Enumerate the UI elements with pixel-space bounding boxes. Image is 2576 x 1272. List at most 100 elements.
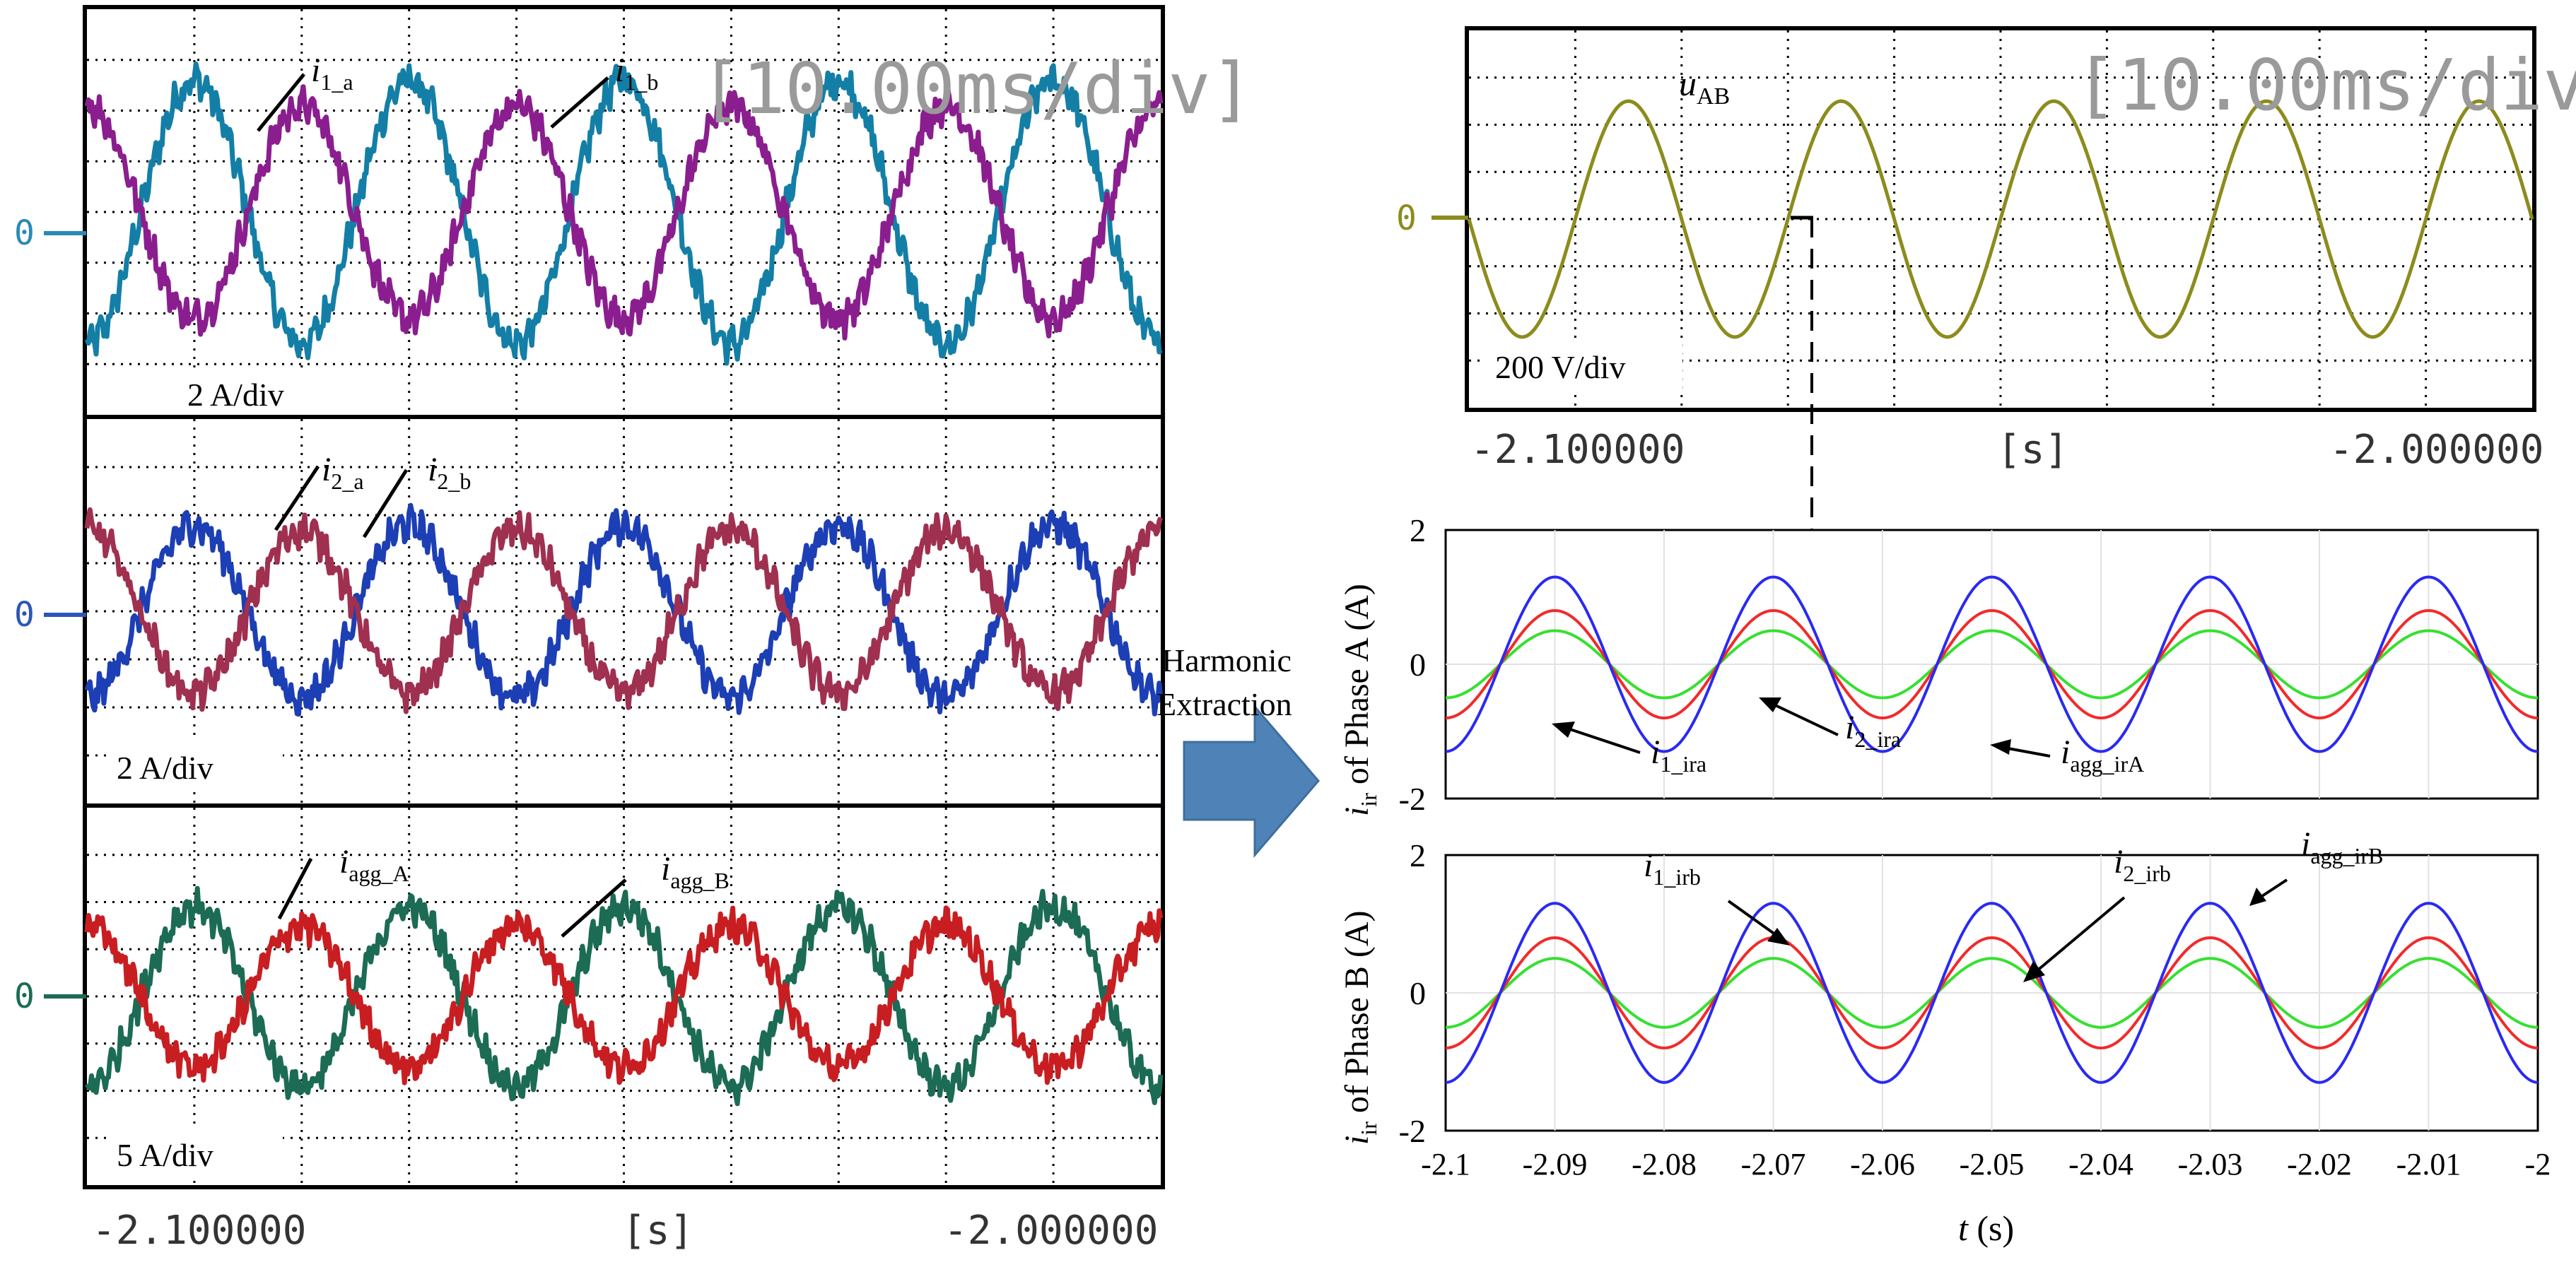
scope-1-zero-label: 0 xyxy=(14,213,35,253)
i2ira-label: i2_ira xyxy=(1845,709,1901,752)
trace-iagg-A xyxy=(84,885,1164,1107)
trace-iagg-B xyxy=(84,905,1164,1085)
iaggirB-label: iagg_irB xyxy=(2301,825,2383,868)
trace-u-AB xyxy=(1467,99,2534,339)
xtick-label: -2.01 xyxy=(2396,1147,2461,1182)
phase-a-plot: 2 0 -2 iir of Phase A (A) i1_ira i2_ira ia… xyxy=(1338,512,2539,817)
iaggA-label-leader xyxy=(277,857,313,920)
i1b-label-leader xyxy=(550,76,609,129)
arrow-label-line1: Harmonic xyxy=(1161,642,1292,678)
i1irb-arrowhead xyxy=(1767,928,1790,946)
trace-i1-a xyxy=(84,61,1163,366)
curve-iagg-irA xyxy=(1445,575,2539,753)
ytick-label: 0 xyxy=(1410,647,1426,683)
i1ira-arrowhead xyxy=(1552,722,1575,738)
xtick-label: -2.05 xyxy=(1960,1147,2025,1182)
scope-2-scale-bg xyxy=(106,741,283,791)
phase-b-yticks: 2 0 -2 xyxy=(1399,837,1426,1149)
scope-3-xtick-right: -2.000000 xyxy=(944,1208,1158,1254)
scope-2-scale: 2 A/div xyxy=(117,750,213,786)
i2irb-arrow-line xyxy=(2035,896,2126,973)
scope-2-traces xyxy=(84,502,1164,717)
iaggirA-arrowhead xyxy=(1990,739,2011,755)
i1b-label: i1_b xyxy=(615,52,658,95)
xtick-label: -2.09 xyxy=(1523,1147,1588,1182)
phase-b-curves xyxy=(1445,902,2539,1084)
scope-voltage-scale: 200 V/div xyxy=(1495,349,1625,385)
phase-b-xlabel: t (s) xyxy=(1958,1208,2014,1248)
iaggirB-arrow-line xyxy=(2261,878,2288,897)
scope-voltage-zero-label: 0 xyxy=(1396,199,1417,238)
i2b-label: i2_b xyxy=(428,451,471,494)
i1ira-label: i1_ira xyxy=(1651,734,1706,777)
i2b-label-leader xyxy=(362,469,409,538)
curve-i1-irb xyxy=(1445,957,2539,1029)
scope-voltage-timebase: [10.00ms/div] xyxy=(2075,44,2576,126)
i1irb-label: i1_irb xyxy=(1644,847,1701,890)
scope-3-zero-label: 0 xyxy=(14,977,35,1016)
iaggB-label-leader xyxy=(561,878,627,938)
scope-panel-2: 0 2 A/div i2_a i2_b xyxy=(14,415,1165,808)
i1irb-arrow-line xyxy=(1727,900,1779,938)
scope-panel-3: 0 5 A/div iagg_A iagg_B -2.100000 [s] -2… xyxy=(14,803,1165,1254)
trace-i2-b xyxy=(84,507,1164,714)
xtick-label: -2.02 xyxy=(2287,1147,2352,1182)
scope-3-xtick-left: -2.100000 xyxy=(92,1208,306,1254)
curve-iagg-irB xyxy=(1445,902,2539,1084)
scope-1-scale-bg xyxy=(177,367,353,417)
i1a-label: i1_a xyxy=(311,52,353,95)
uAB-label: uAB xyxy=(1679,64,1730,110)
harmonic-extraction-arrow: Harmonic Extraction xyxy=(1157,642,1320,859)
ytick-label: -2 xyxy=(1399,1113,1426,1149)
i1ira-arrow-line xyxy=(1565,726,1641,754)
xtick-label: -2.03 xyxy=(2178,1147,2243,1182)
trace-i1-b xyxy=(84,84,1164,341)
phase-b-plot: 20-2 -2.1 -2.09 -2.08 -2.07 -2.06 -2.05 -2.04-… xyxy=(1338,825,2551,1248)
curve-i2-irb xyxy=(1445,936,2539,1050)
i2irb-label: i2_irb xyxy=(2114,843,2171,886)
i2ira-arrowhead xyxy=(1759,697,1781,712)
arrow-label-line2: Extraction xyxy=(1157,686,1292,722)
scope-voltage-xunit: [s] xyxy=(1997,427,2068,473)
xtick-label: -2.04 xyxy=(2068,1147,2133,1182)
ytick-label: 2 xyxy=(1410,837,1426,873)
iaggirA-label: iagg_irA xyxy=(2061,734,2144,777)
phase-a-ylabel: iir of Phase A (A) xyxy=(1338,584,1381,816)
scope-voltage-xtick-right: -2.000000 xyxy=(2329,427,2543,473)
ytick-label: 2 xyxy=(1410,512,1426,548)
xtick-label: -2.06 xyxy=(1850,1147,1915,1182)
scope-1-grid xyxy=(87,9,1161,415)
scope-2-zero-label: 0 xyxy=(14,595,35,635)
scope-3-scale-bg xyxy=(106,1127,283,1178)
scope-voltage-scale-bg xyxy=(1485,339,1682,389)
iaggirB-arrowhead xyxy=(2249,888,2266,906)
phase-a-yticks: 2 0 -2 xyxy=(1399,512,1426,817)
iaggB-label: iagg_B xyxy=(661,850,730,893)
trace-i2-a xyxy=(84,502,1164,717)
i2irb-arrowhead xyxy=(2023,961,2045,982)
phase-a-curves xyxy=(1445,575,2539,753)
i2a-label-leader xyxy=(274,465,320,531)
phase-b-xticks: -2.1 -2.09 -2.08 -2.07 -2.06 -2.05 -2.04 -2.03 -… xyxy=(1421,1147,2551,1182)
i2a-label: i2_a xyxy=(322,451,364,494)
scope-1-traces xyxy=(84,61,1164,366)
xtick-label: -2.07 xyxy=(1741,1147,1806,1182)
ytick-label: 0 xyxy=(1410,975,1426,1011)
xtick-label: -2.08 xyxy=(1632,1147,1697,1182)
ytick-label: -2 xyxy=(1399,781,1426,817)
iaggA-label: iagg_A xyxy=(339,843,409,886)
phase-a-grid xyxy=(1446,530,2538,799)
scope-3-xunit: [s] xyxy=(622,1208,693,1254)
scope-3-traces xyxy=(84,885,1164,1107)
scope-panel-1: 0 [10.00ms/div] 2 A/div i1_a i1_b xyxy=(14,5,1253,419)
curve-i2-ira xyxy=(1445,608,2539,720)
iaggirA-arrow-line xyxy=(2003,746,2051,758)
i2ira-arrow-line xyxy=(1770,702,1839,736)
i1a-label-leader xyxy=(257,73,305,132)
xtick-label: -2.1 xyxy=(1421,1147,1470,1182)
curve-i1-ira xyxy=(1445,629,2539,700)
scope-voltage-traces xyxy=(1467,99,2534,339)
phase-b-ylabel: iir of Phase B (A) xyxy=(1338,910,1381,1145)
scope-3-scale: 5 A/div xyxy=(117,1137,213,1173)
